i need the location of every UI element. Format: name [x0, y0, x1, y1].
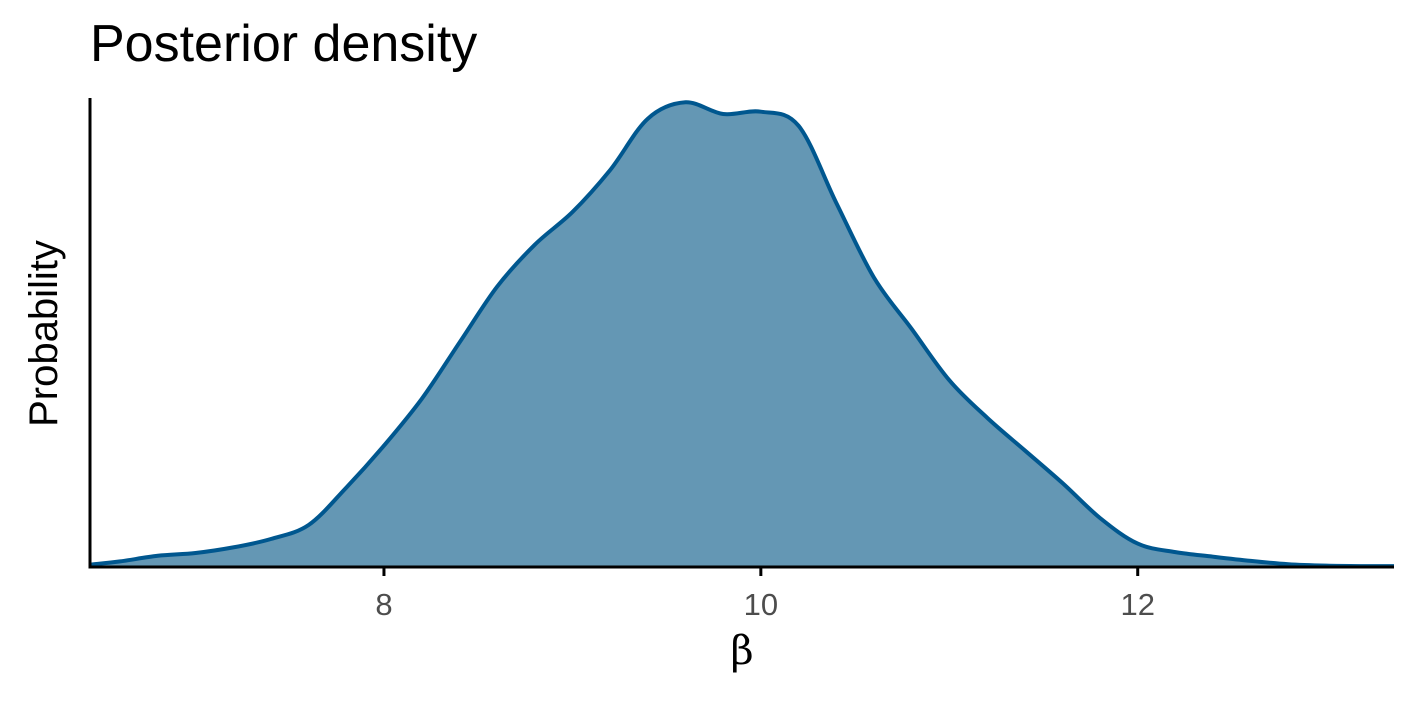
density-area: [90, 102, 1394, 567]
x-tick-label: 8: [375, 587, 392, 622]
x-tick-label: 10: [744, 587, 778, 622]
x-axis-ticks: 8 10 12: [375, 567, 1155, 622]
x-tick-label: 12: [1120, 587, 1154, 622]
chart-title: Posterior density: [90, 15, 478, 73]
density-area-layer: [89, 100, 1395, 569]
y-axis-label: Probability: [22, 240, 66, 427]
density-line: [89, 100, 1395, 569]
x-axis-label: β: [730, 628, 753, 674]
